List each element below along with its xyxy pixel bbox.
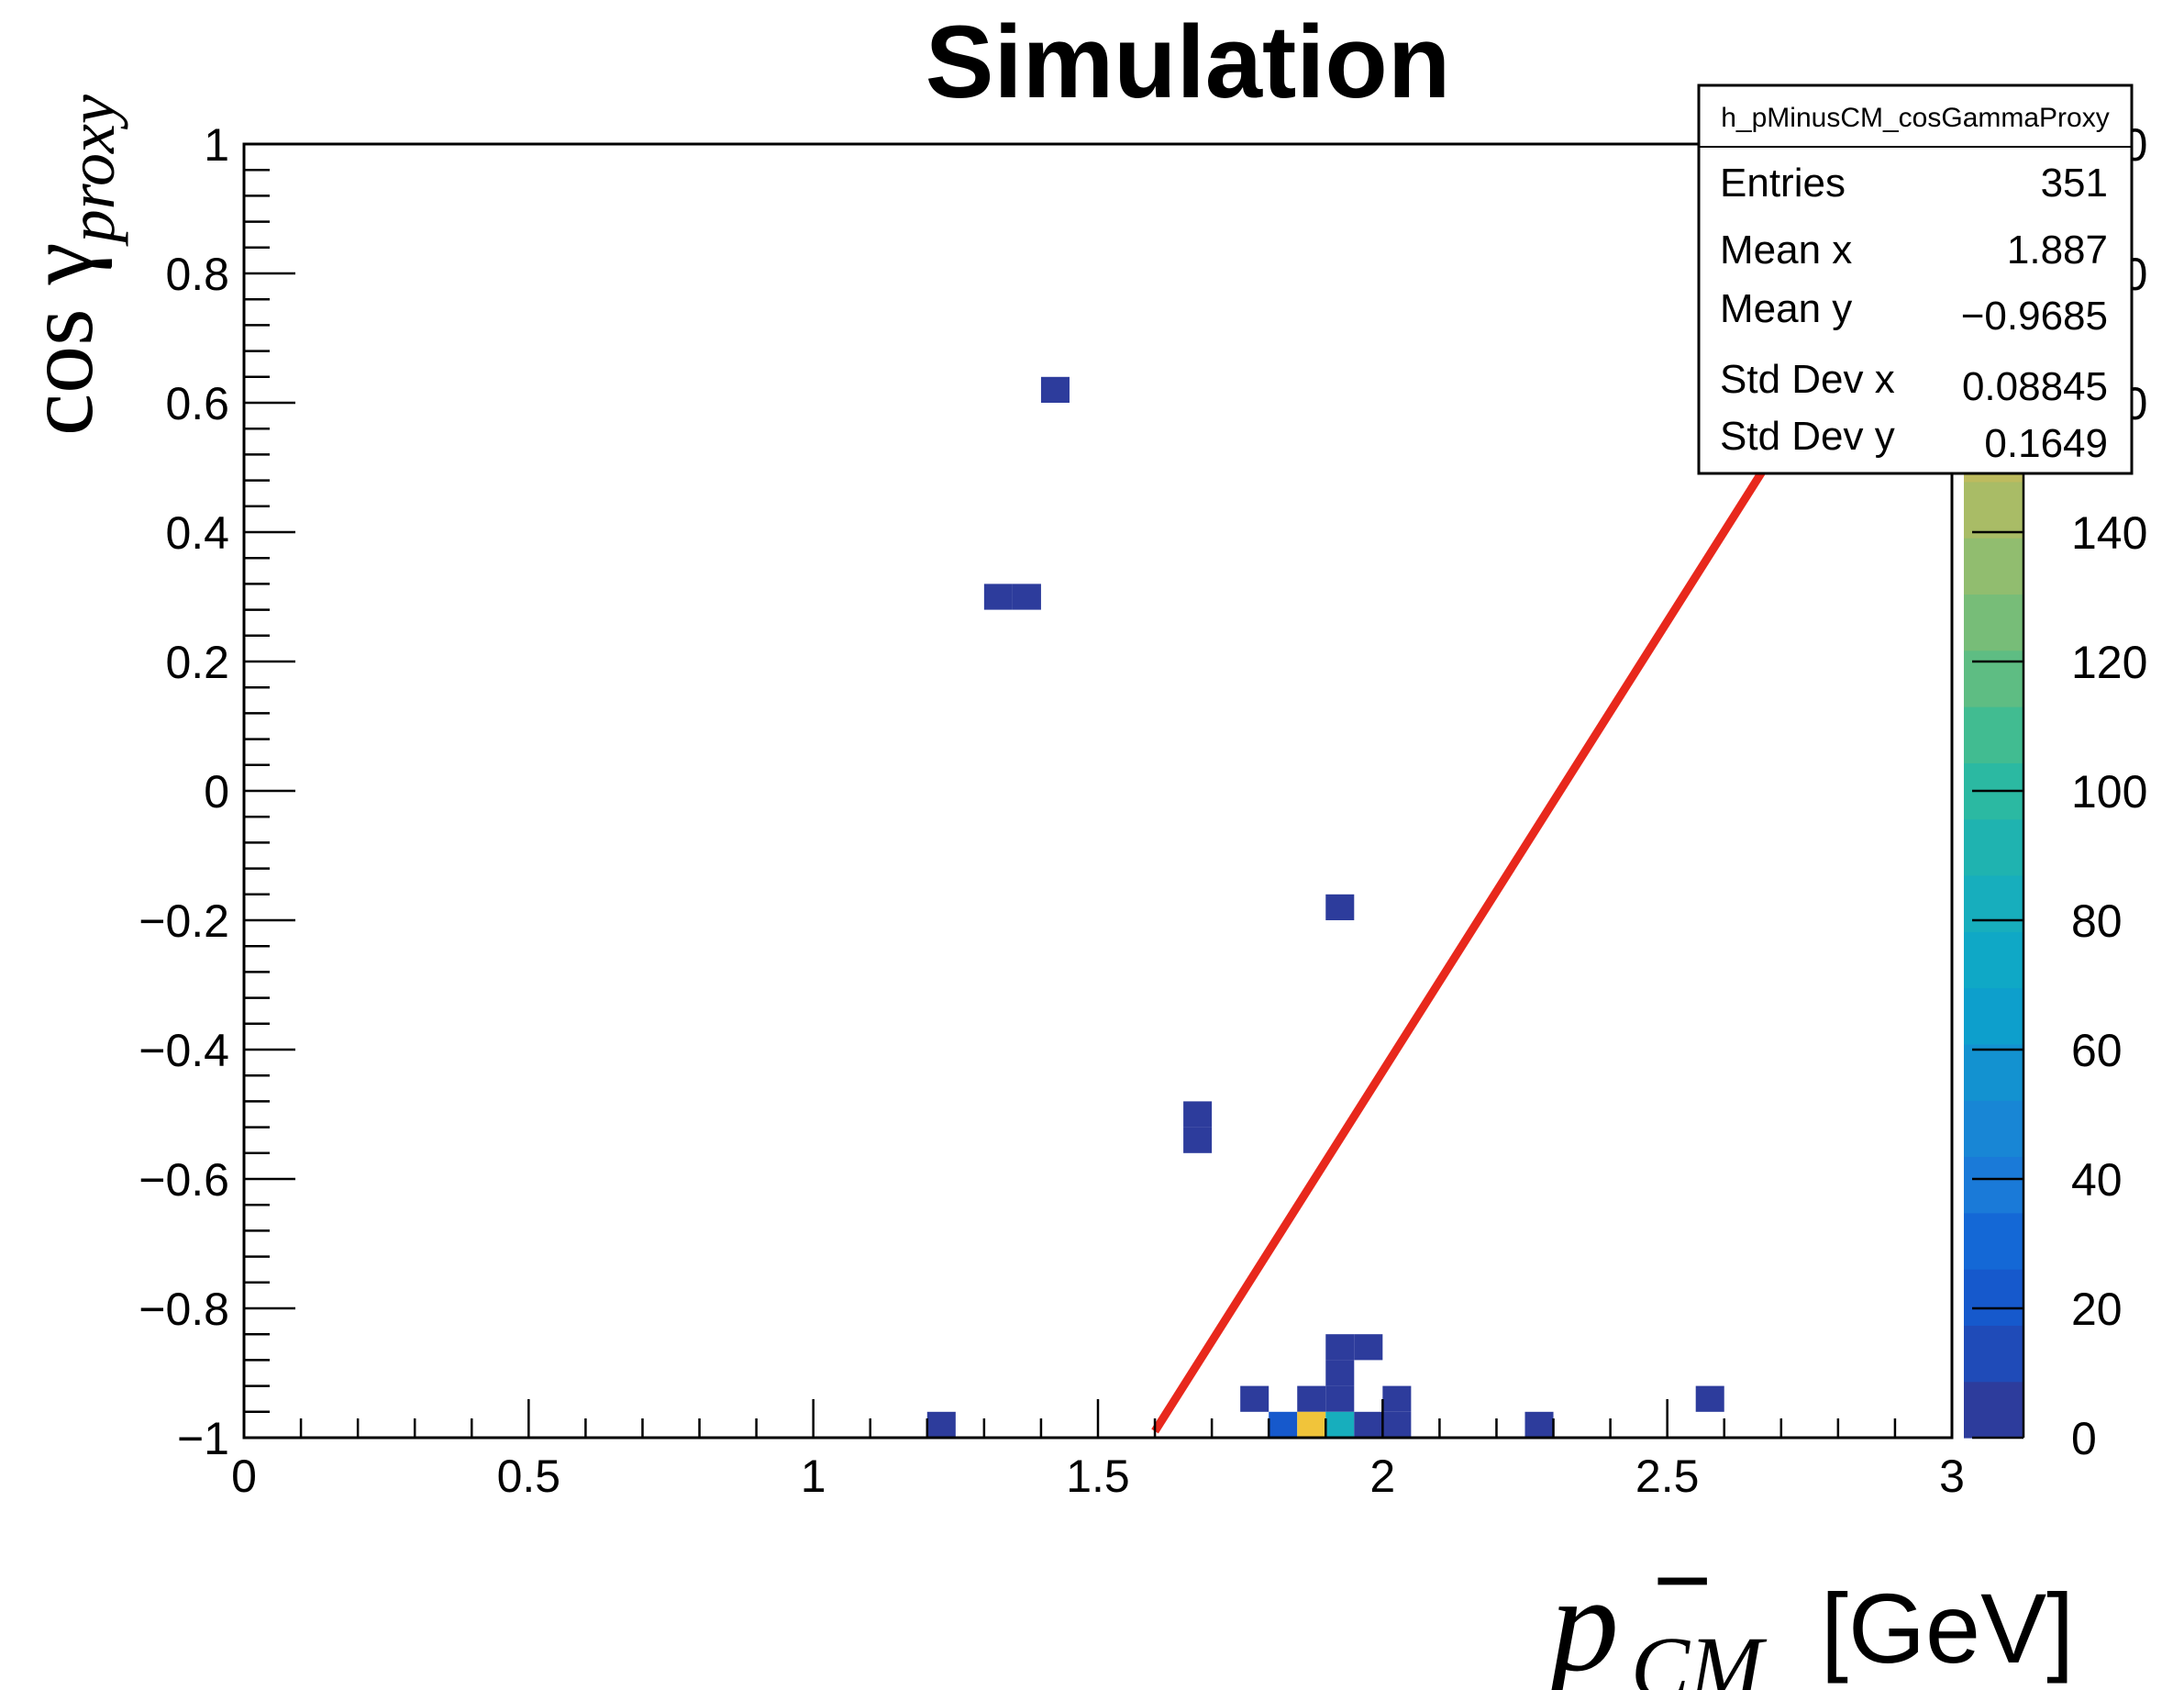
x-axis-label: p − CM [GeV] <box>1542 1524 2074 1690</box>
y-tick-label: 0.4 <box>165 507 229 559</box>
histogram-cell <box>1382 1385 1412 1412</box>
y-axis-label: cos γproxy <box>7 95 128 436</box>
x-axis-label-bar: − <box>1653 1524 1712 1637</box>
x-axis-label-unit: [GeV] <box>1821 1573 2074 1684</box>
histogram-cell <box>1183 1101 1213 1128</box>
y-tick-label: −0.6 <box>139 1154 229 1206</box>
stats-box: h_pMinusCM_cosGammaProxy Entries 351 Mean … <box>1697 83 2134 475</box>
histogram-cell <box>1297 1385 1326 1412</box>
palette-band <box>1964 1156 2023 1214</box>
x-tick-label: 1.5 <box>1066 1451 1130 1502</box>
x-tick-label: 3 <box>1939 1451 1965 1502</box>
y-axis-label-sub: proxy <box>55 95 128 247</box>
palette-tick-label: 60 <box>2071 1025 2123 1076</box>
y-tick-label: 0.2 <box>165 637 229 688</box>
stats-row-label: Mean y <box>1720 286 1852 331</box>
stats-row-value: −0.9685 <box>1961 294 2108 339</box>
histogram-cell <box>926 1411 956 1438</box>
histogram-cell <box>1695 1385 1724 1412</box>
stats-row-label: Entries <box>1720 161 1846 206</box>
palette-tick-label: 20 <box>2071 1284 2123 1335</box>
y-tick-label: 1 <box>204 119 229 171</box>
palette-band <box>1964 594 2023 651</box>
y-tick-label: −0.2 <box>139 895 229 947</box>
histogram-cell <box>1382 1411 1412 1438</box>
stats-row-label: Std Dev x <box>1720 357 1895 402</box>
y-tick-label: −0.4 <box>139 1025 229 1076</box>
histogram-cell <box>1183 1127 1213 1153</box>
histogram-cell <box>1354 1334 1383 1361</box>
stats-row-label: Mean x <box>1720 228 1852 272</box>
stats-box-frame <box>1697 83 2134 475</box>
palette-band <box>1964 1043 2023 1101</box>
histogram-cell <box>1269 1411 1298 1438</box>
x-axis-label-main: p <box>1542 1548 1619 1690</box>
x-tick-label: 2.5 <box>1635 1451 1700 1502</box>
palette-tick-label: 100 <box>2071 766 2147 817</box>
stats-row-value: 1.887 <box>2007 228 2108 272</box>
palette-band <box>1964 987 2023 1045</box>
histogram-cell <box>983 584 1013 610</box>
palette-band <box>1964 818 2023 876</box>
histogram-cell <box>1325 894 1355 920</box>
palette-band <box>1964 1381 2023 1439</box>
histogram-cell <box>1325 1360 1355 1386</box>
histogram-cell <box>1325 1385 1355 1412</box>
histogram-cell <box>1040 376 1070 403</box>
palette-band <box>1964 538 2023 595</box>
palette-band <box>1964 1100 2023 1158</box>
histogram-cell <box>1524 1411 1554 1438</box>
histogram-cell <box>1240 1385 1269 1412</box>
palette-tick-label: 0 <box>2071 1413 2097 1464</box>
palette-band <box>1964 874 2023 932</box>
histogram-cell <box>1297 1411 1326 1438</box>
y-tick-label: 0 <box>204 766 229 817</box>
plot-frame <box>242 142 1954 1440</box>
svg-text:cos γproxy: cos γproxy <box>7 95 128 436</box>
histogram-cell <box>1325 1411 1355 1438</box>
stats-row-label: Std Dev y <box>1720 414 1895 459</box>
y-tick-label: 0.6 <box>165 378 229 429</box>
palette-band <box>1964 1212 2023 1270</box>
y-tick-label: 0.8 <box>165 249 229 300</box>
palette-band <box>1964 481 2023 539</box>
histogram-cell <box>1325 1334 1355 1361</box>
palette-band <box>1964 931 2023 989</box>
histogram-cell <box>1354 1411 1383 1438</box>
palette-band <box>1964 1325 2023 1383</box>
x-axis-label-sub: CM <box>1631 1618 1768 1690</box>
palette-tick-label: 80 <box>2071 895 2123 947</box>
palette-band <box>1964 706 2023 763</box>
x-tick-label: 0.5 <box>497 1451 561 1502</box>
stats-row-value: 0.1649 <box>1984 421 2108 466</box>
y-tick-label: −0.8 <box>139 1284 229 1335</box>
y-axis-label-main: cos γ <box>7 242 113 436</box>
palette-tick-label: 140 <box>2071 507 2147 559</box>
stats-row-value: 0.08845 <box>1962 364 2108 409</box>
palette-tick-label: 120 <box>2071 637 2147 688</box>
palette-band <box>1964 1269 2023 1326</box>
stats-row-value: 351 <box>2041 161 2108 206</box>
y-tick-label: −1 <box>177 1413 229 1464</box>
x-tick-label: 2 <box>1369 1451 1395 1502</box>
chart-title: Simulation <box>926 5 1450 119</box>
x-tick-label: 0 <box>231 1451 257 1502</box>
palette-band <box>1964 650 2023 707</box>
x-tick-label: 1 <box>801 1451 826 1502</box>
stats-box-title: h_pMinusCM_cosGammaProxy <box>1721 103 2109 133</box>
cut-line <box>1151 439 1785 1434</box>
palette-tick-label: 40 <box>2071 1154 2123 1206</box>
histogram-cell <box>1012 584 1041 610</box>
